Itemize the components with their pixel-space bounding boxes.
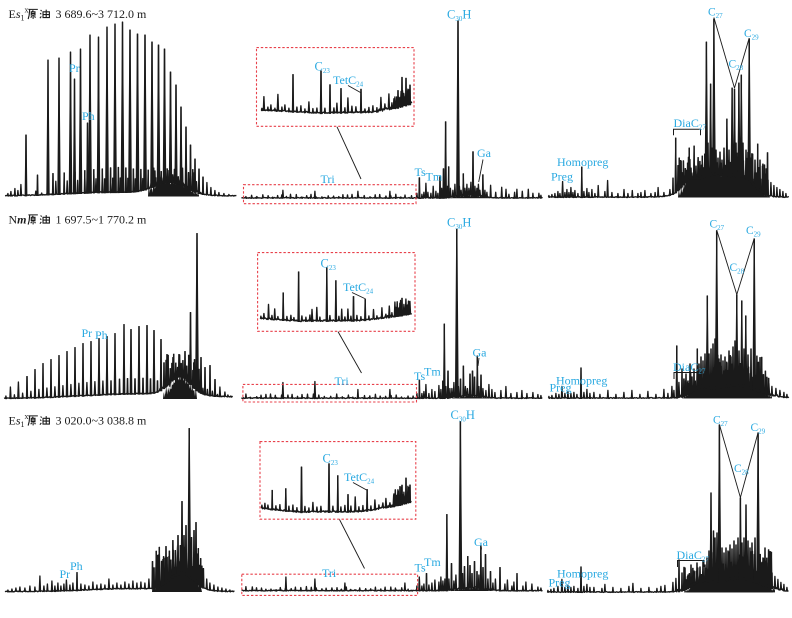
svg-text:C30H: C30H xyxy=(447,8,471,23)
svg-text:3 020.0~3 038.8 m: 3 020.0~3 038.8 m xyxy=(56,414,147,428)
svg-text:Preg: Preg xyxy=(550,381,572,395)
svg-text:DiaC27: DiaC27 xyxy=(673,360,706,375)
svg-text:Ts: Ts xyxy=(414,369,425,383)
svg-text:Ga: Ga xyxy=(473,346,488,360)
svg-text:Ts: Ts xyxy=(415,561,426,575)
svg-text:Preg: Preg xyxy=(549,576,571,590)
svg-text:Homopreg: Homopreg xyxy=(557,567,608,581)
svg-text:Tri: Tri xyxy=(322,566,337,580)
svg-text:Pr: Pr xyxy=(60,567,71,581)
svg-text:3 689.6~3 712.0 m: 3 689.6~3 712.0 m xyxy=(56,7,147,21)
svg-text:Ph: Ph xyxy=(70,559,83,573)
svg-text:Pr: Pr xyxy=(69,61,80,75)
svg-text:Ga: Ga xyxy=(477,146,492,160)
svg-text:Tm: Tm xyxy=(424,555,441,569)
svg-text:C30H: C30H xyxy=(447,216,471,231)
svg-text:C30H: C30H xyxy=(451,408,475,423)
svg-text:Tm: Tm xyxy=(426,170,443,184)
svg-text:1 697.5~1 770.2 m: 1 697.5~1 770.2 m xyxy=(56,213,147,227)
svg-text:Homopreg: Homopreg xyxy=(556,374,607,388)
svg-text:TetC24: TetC24 xyxy=(333,73,364,88)
svg-text:Tri: Tri xyxy=(335,374,350,388)
svg-text:Nm: Nm xyxy=(9,213,27,227)
svg-text:Pr: Pr xyxy=(82,326,93,340)
svg-text:Ph: Ph xyxy=(82,109,95,123)
svg-text:DiaC27: DiaC27 xyxy=(674,116,707,131)
svg-text:Ph: Ph xyxy=(95,328,108,342)
svg-text:DiaC27: DiaC27 xyxy=(677,548,710,563)
svg-text:Tri: Tri xyxy=(321,172,336,186)
svg-text:TetC24: TetC24 xyxy=(343,280,374,295)
svg-text:Ga: Ga xyxy=(474,535,489,549)
svg-text:Ts: Ts xyxy=(415,165,426,179)
svg-text:Preg: Preg xyxy=(551,170,573,184)
svg-text:Tm: Tm xyxy=(424,365,441,379)
svg-text:Homopreg: Homopreg xyxy=(557,155,608,169)
svg-text:TetC24: TetC24 xyxy=(344,470,375,485)
